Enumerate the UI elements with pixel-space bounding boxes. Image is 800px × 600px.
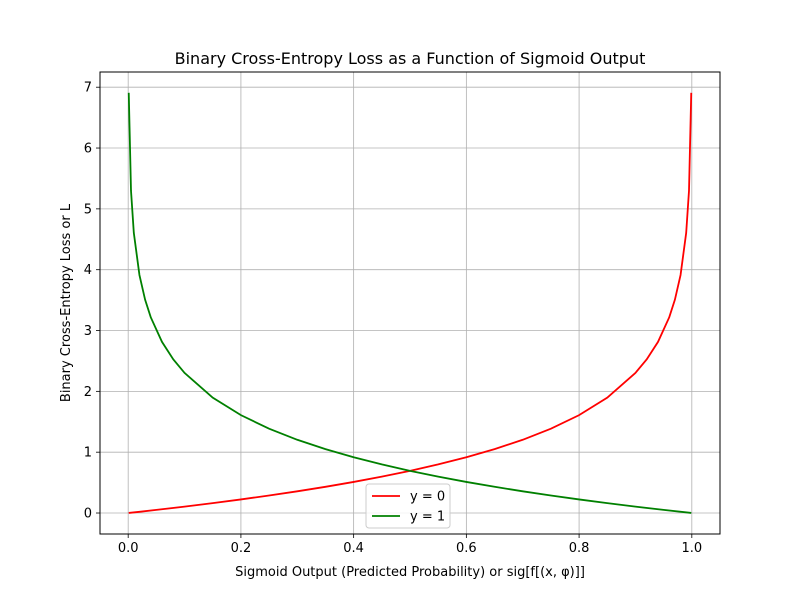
y-axis-label: Binary Cross-Entropy Loss or L xyxy=(59,203,74,402)
legend-box xyxy=(365,483,451,529)
series-layer xyxy=(127,92,693,514)
y-tick-label: 0 xyxy=(84,507,92,522)
chart-title: Binary Cross-Entropy Loss as a Function … xyxy=(175,49,646,68)
y-tick-label: 2 xyxy=(84,385,92,400)
legend-label: y = 1 xyxy=(410,510,445,525)
series-line-y1 xyxy=(127,92,692,514)
y-tick-label: 1 xyxy=(84,446,92,461)
x-tick-label: 0.2 xyxy=(231,541,252,556)
x-tick-label: 0.8 xyxy=(569,541,590,556)
x-tick-label: 0.4 xyxy=(343,541,364,556)
x-axis-label: Sigmoid Output (Predicted Probability) o… xyxy=(235,565,585,580)
x-tick-label: 0.0 xyxy=(118,541,139,556)
legend: y = 0 y = 1 xyxy=(365,483,451,529)
plot-frame xyxy=(99,71,721,535)
y-tick-label: 5 xyxy=(84,202,92,217)
grid xyxy=(100,72,720,534)
x-tick-label: 0.6 xyxy=(456,541,477,556)
y-tick-label: 6 xyxy=(84,142,92,157)
y-tick-label: 4 xyxy=(84,263,92,278)
ticks: 0.0 0.2 0.4 0.6 0.8 1.0 0 1 2 3 4 5 6 7 xyxy=(84,81,702,556)
legend-label: y = 0 xyxy=(410,490,445,505)
series-line-y0 xyxy=(128,92,693,514)
y-tick-label: 7 xyxy=(84,81,92,96)
y-tick-label: 3 xyxy=(84,324,92,339)
x-tick-label: 1.0 xyxy=(681,541,702,556)
